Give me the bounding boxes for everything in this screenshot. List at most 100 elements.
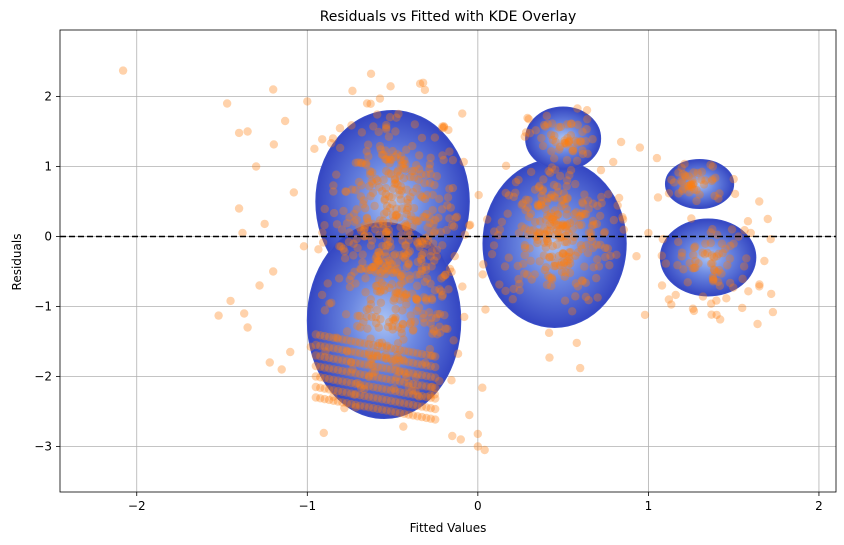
band-point — [373, 383, 382, 393]
band-point — [382, 374, 391, 384]
scatter-point — [689, 263, 699, 273]
band-point — [386, 344, 396, 353]
scatter-point — [391, 211, 401, 221]
scatter-point — [402, 262, 412, 272]
scatter-point — [514, 175, 523, 185]
scatter-point — [578, 149, 588, 159]
scatter-point — [460, 230, 470, 239]
scatter-point — [543, 119, 552, 129]
scatter-point — [366, 354, 376, 364]
scatter-point — [393, 166, 403, 175]
scatter-point — [550, 218, 559, 227]
band-point — [369, 372, 378, 381]
band-point — [422, 392, 431, 402]
scatter-point — [601, 252, 610, 262]
scatter-point — [385, 203, 395, 213]
scatter-point — [547, 273, 557, 282]
scatter-point — [401, 241, 411, 250]
scatter-point — [347, 271, 356, 281]
scatter-point — [427, 247, 436, 256]
scatter-point — [415, 242, 424, 252]
outlier-point — [265, 358, 274, 367]
band-point — [382, 406, 391, 415]
scatter-point — [401, 251, 411, 260]
scatter-point — [366, 265, 375, 275]
scatter-point — [371, 174, 381, 184]
scatter-point — [688, 264, 697, 273]
band-point — [346, 357, 356, 367]
scatter-point — [396, 182, 406, 191]
scatter-point — [517, 222, 526, 231]
band-point — [360, 339, 369, 348]
scatter-point — [402, 205, 412, 215]
scatter-point — [363, 140, 373, 149]
scatter-point — [600, 243, 610, 253]
scatter-point — [526, 167, 536, 177]
band-point — [426, 351, 435, 360]
scatter-point — [371, 225, 380, 234]
scatter-point — [555, 233, 564, 242]
scatter-point — [396, 222, 405, 232]
scatter-point — [406, 317, 416, 327]
scatter-point — [374, 248, 384, 257]
scatter-point — [350, 390, 359, 399]
scatter-point — [725, 278, 735, 288]
scatter-point — [513, 261, 522, 271]
scatter-point — [543, 236, 552, 246]
outlier-point — [280, 116, 290, 126]
outlier-point — [222, 99, 232, 108]
scatter-point — [706, 160, 715, 170]
scatter-point — [402, 293, 412, 303]
scatter-point — [514, 274, 523, 284]
scatter-point — [562, 252, 571, 261]
scatter-point — [360, 204, 370, 213]
scatter-point — [559, 195, 568, 204]
scatter-point — [575, 137, 585, 146]
scatter-point — [374, 183, 384, 192]
scatter-point — [429, 228, 438, 237]
band-point — [351, 379, 360, 389]
scatter-point — [404, 248, 413, 258]
scatter-point — [320, 204, 329, 214]
scatter-point — [443, 193, 453, 202]
scatter-point — [380, 286, 389, 295]
scatter-point — [432, 252, 441, 261]
x-tick-label: 1 — [645, 499, 653, 513]
y-tick-label: 2 — [44, 90, 52, 104]
scatter-point — [347, 121, 356, 130]
band-point — [422, 382, 431, 391]
scatter-point — [373, 255, 382, 265]
scatter-point — [708, 259, 717, 268]
scatter-point — [371, 260, 380, 269]
scatter-point — [417, 170, 426, 179]
scatter-point — [448, 183, 458, 193]
scatter-point — [381, 183, 391, 193]
scatter-point — [447, 376, 456, 385]
band-point — [431, 373, 440, 382]
scatter-point — [546, 130, 556, 139]
scatter-point — [686, 180, 695, 190]
scatter-point — [574, 221, 584, 230]
scatter-point — [755, 282, 764, 291]
scatter-point — [356, 192, 366, 201]
scatter-point — [555, 145, 564, 154]
scatter-point — [554, 220, 563, 230]
band-point — [338, 345, 347, 355]
scatter-point — [445, 147, 454, 156]
scatter-point — [376, 268, 386, 277]
band-point — [426, 383, 435, 392]
scatter-point — [335, 242, 344, 251]
scatter-point — [434, 194, 444, 204]
scatter-point — [382, 207, 391, 217]
band-point — [408, 400, 418, 410]
scatter-point — [317, 135, 327, 144]
band-point — [311, 393, 321, 402]
scatter-point — [403, 203, 413, 213]
scatter-point — [591, 273, 601, 283]
scatter-point — [367, 236, 377, 245]
band-point — [346, 336, 356, 346]
outlier-point — [268, 267, 278, 276]
scatter-point — [723, 261, 732, 270]
scatter-point — [387, 279, 397, 289]
scatter-point — [524, 195, 533, 205]
